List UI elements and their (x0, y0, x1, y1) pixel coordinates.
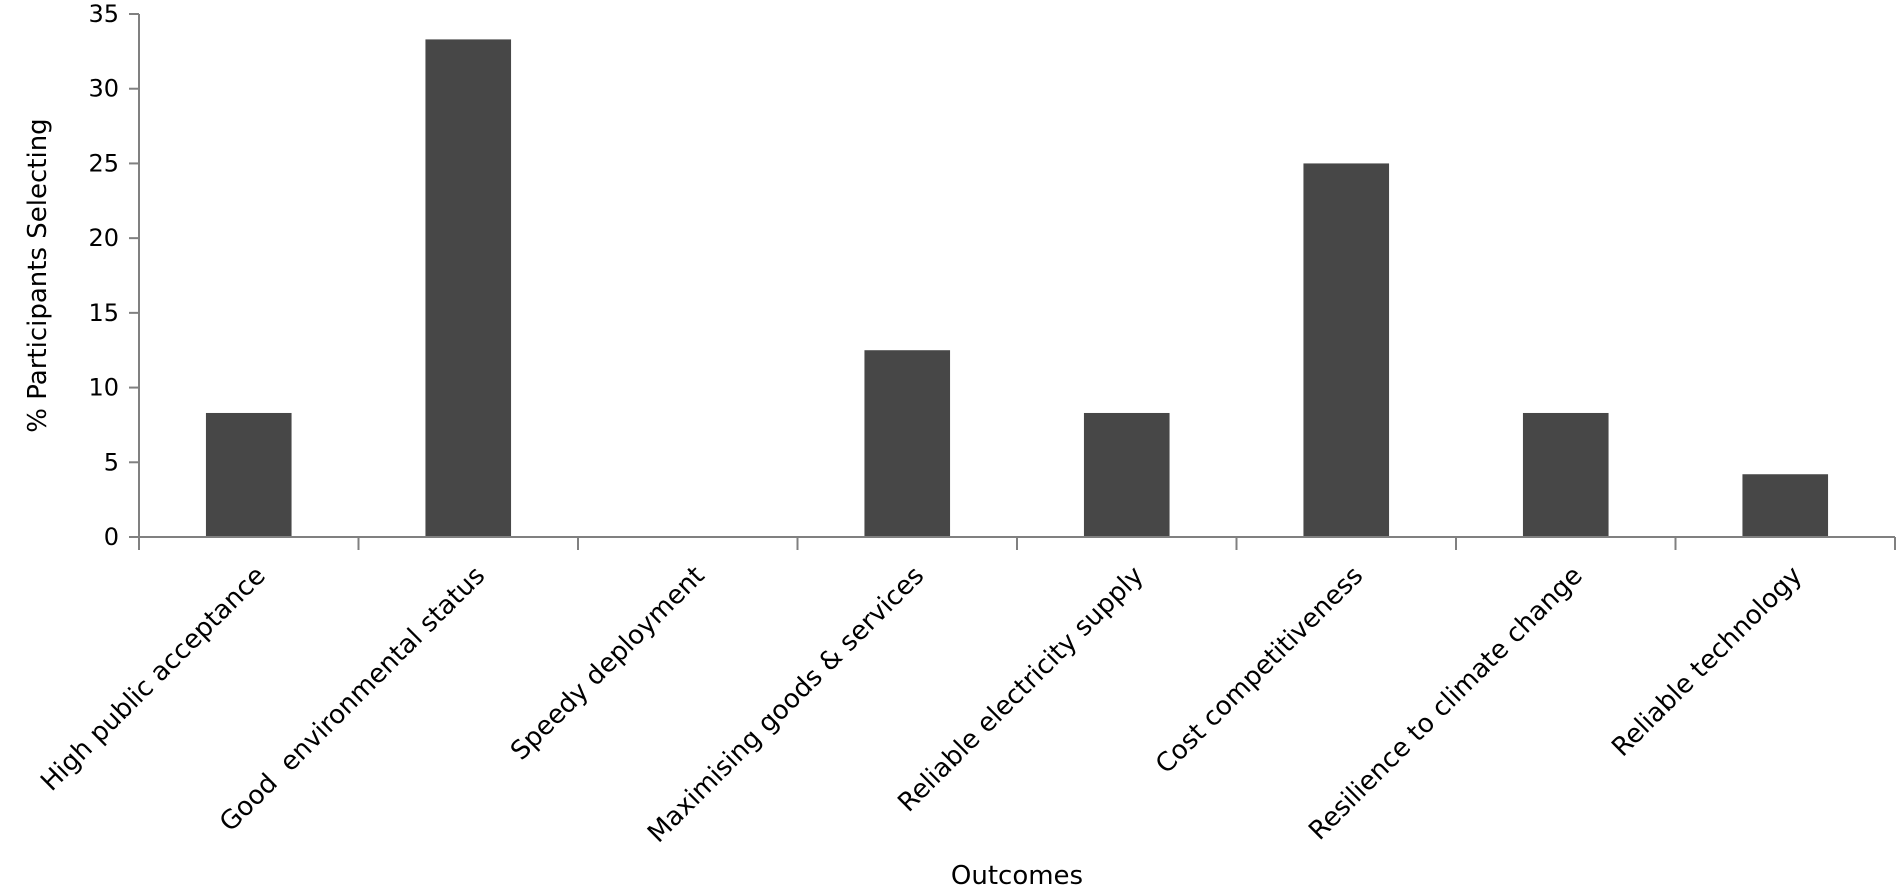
bar (205, 412, 292, 537)
bar (864, 350, 951, 537)
x-category-label: Cost competitiveness (1150, 561, 1369, 780)
bar (425, 39, 512, 537)
bars (205, 39, 1829, 537)
y-tick-label: 20 (88, 224, 119, 252)
y-ticks: 0 5 10 15 20 25 30 35 (88, 0, 139, 551)
x-category-label: Good environmental status (214, 561, 491, 838)
bar (1522, 412, 1609, 537)
axes (138, 14, 1895, 538)
x-category-label: Speedy deployment (505, 561, 711, 767)
y-tick-label: 35 (88, 0, 119, 28)
bar (1083, 412, 1170, 537)
x-category-label: Reliable technology (1606, 561, 1808, 763)
x-axis-title: Outcomes (951, 861, 1083, 891)
bar (1742, 474, 1829, 537)
x-ticks (138, 537, 1896, 550)
y-tick-label: 5 (104, 448, 119, 476)
x-category-label: High public acceptance (35, 561, 271, 797)
y-axis-title: % Participants Selecting (23, 118, 53, 432)
y-tick-label: 0 (104, 523, 119, 551)
y-tick-label: 25 (88, 149, 119, 177)
y-tick-label: 15 (88, 299, 119, 327)
bar (1303, 163, 1390, 537)
x-category-label: Reliable electricity supply (892, 561, 1149, 818)
y-tick-label: 10 (88, 374, 119, 402)
y-tick-label: 30 (88, 75, 119, 103)
